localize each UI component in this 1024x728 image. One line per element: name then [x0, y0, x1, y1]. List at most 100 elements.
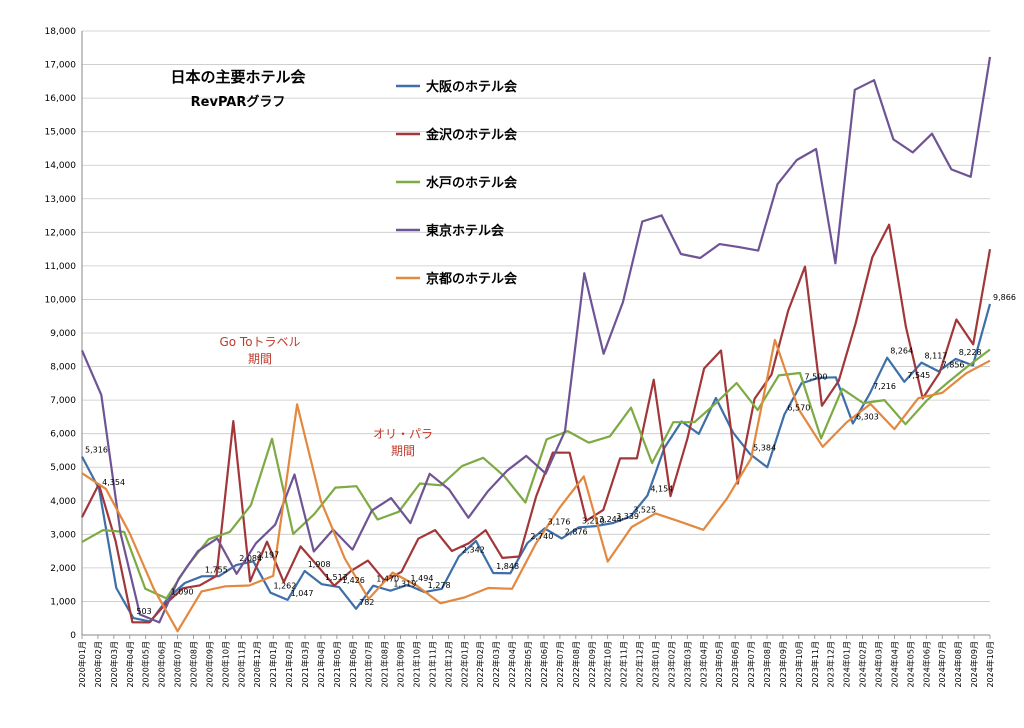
data-label: 6,303: [856, 412, 879, 421]
data-label: 1,262: [273, 582, 296, 591]
x-tick-label: 2020年03月: [109, 641, 119, 688]
data-label: 7,545: [907, 371, 930, 380]
x-tick-label: 2024年04月: [889, 641, 899, 688]
chart-title: 日本の主要ホテル会: [170, 68, 305, 86]
x-tick-label: 2021年10月: [412, 641, 422, 688]
x-tick-label: 2024年03月: [873, 641, 883, 688]
y-tick-label: 6,000: [50, 430, 76, 440]
data-label: 503: [136, 607, 151, 616]
x-tick-label: 2021年01月: [268, 641, 278, 688]
data-label: 2,197: [256, 550, 279, 559]
series-lines: [80, 56, 992, 633]
x-tick-label: 2020年11月: [236, 641, 246, 688]
data-label: 2,740: [530, 532, 553, 541]
x-tick-label: 2024年06月: [921, 641, 931, 688]
x-tick-label: 2023年08月: [762, 641, 772, 688]
y-tick-label: 5,000: [50, 463, 76, 473]
x-tick-label: 2024年10月: [985, 641, 995, 688]
series-line-2: [81, 348, 991, 600]
data-label: 1,470: [376, 575, 399, 584]
chart-subtitle: RevPARグラフ: [191, 94, 286, 110]
x-tick-label: 2020年07月: [173, 641, 183, 688]
y-tick-label: 4,000: [50, 497, 76, 507]
x-tick-label: 2021年05月: [332, 641, 342, 688]
x-tick-label: 2023年05月: [714, 641, 724, 688]
data-label: 7,856: [942, 360, 965, 369]
x-tick-label: 2020年12月: [252, 641, 262, 688]
y-tick-label: 3,000: [50, 530, 76, 540]
data-label: 4,154: [650, 485, 673, 494]
x-tick-label: 2023年12月: [826, 641, 836, 688]
data-label: 3,176: [548, 517, 571, 526]
x-tick-label: 2022年10月: [603, 641, 613, 688]
data-label: 5,384: [753, 443, 776, 452]
y-tick-label: 2,000: [50, 564, 76, 574]
data-label: 8,117: [924, 352, 947, 361]
data-label: 3,525: [633, 506, 656, 515]
x-axis: 2020年01月 2020年02月 2020年03月 2020年04月 2020年05月…: [77, 635, 995, 688]
data-label: 1,513: [325, 573, 348, 582]
y-tick-label: 17,000: [45, 61, 77, 71]
data-label: 2,084: [239, 554, 262, 563]
x-tick-label: 2023年09月: [778, 641, 788, 688]
y-axis: 0 1,000 2,000 3,000 4,000 5,000 6,000 7,000 8,00…: [45, 27, 990, 641]
x-tick-label: 2020年09月: [204, 641, 214, 688]
x-tick-label: 2021年12月: [443, 641, 453, 688]
x-tick-label: 2023年07月: [746, 641, 756, 688]
y-tick-label: 16,000: [45, 94, 77, 104]
x-tick-label: 2020年01月: [77, 641, 87, 688]
x-tick-label: 2024年08月: [953, 641, 963, 688]
x-tick-label: 2021年08月: [380, 641, 390, 688]
x-tick-label: 2022年12月: [635, 641, 645, 688]
x-tick-label: 2022年05月: [523, 641, 533, 688]
y-tick-label: 9,000: [50, 329, 76, 339]
x-tick-label: 2023年02月: [666, 641, 676, 688]
series-line-4: [81, 338, 991, 633]
y-tick-label: 0: [70, 631, 76, 641]
y-tick-label: 15,000: [45, 128, 77, 138]
y-tick-label: 10,000: [45, 295, 77, 305]
data-label: 7,500: [805, 372, 828, 381]
legend-label: 京都のホテル会: [426, 271, 518, 287]
data-label: 3,244: [599, 515, 622, 524]
x-tick-label: 2021年07月: [364, 641, 374, 688]
data-label: 8,264: [890, 347, 913, 356]
x-tick-label: 2021年06月: [348, 641, 358, 688]
y-tick-label: 13,000: [45, 195, 77, 205]
x-tick-label: 2020年06月: [157, 641, 167, 688]
x-tick-label: 2022年02月: [475, 641, 485, 688]
annotation-label: オリ・パラ: [373, 427, 433, 441]
x-tick-label: 2024年05月: [905, 641, 915, 688]
x-tick-label: 2023年03月: [682, 641, 692, 688]
x-tick-label: 2022年06月: [539, 641, 549, 688]
y-tick-label: 8,000: [50, 363, 76, 373]
data-label: 5,316: [85, 446, 108, 455]
legend-label: 大阪のホテル会: [426, 79, 518, 95]
data-label: 1,047: [291, 589, 314, 598]
y-tick-label: 11,000: [45, 262, 77, 272]
x-tick-label: 2023年11月: [810, 641, 820, 688]
x-tick-label: 2022年04月: [507, 641, 517, 688]
data-label: 1,848: [496, 562, 519, 571]
annotation-label: Go Toトラベル: [219, 335, 300, 349]
y-tick-label: 1,000: [50, 597, 76, 607]
data-label: 1,426: [342, 576, 365, 585]
y-tick-label: 12,000: [45, 228, 77, 238]
x-tick-label: 2024年02月: [858, 641, 868, 688]
legend-label: 水戸のホテル会: [426, 175, 518, 191]
x-tick-label: 2022年01月: [459, 641, 469, 688]
series-line-1: [81, 223, 992, 624]
y-tick-label: 14,000: [45, 161, 77, 171]
x-tick-label: 2022年03月: [491, 641, 501, 688]
x-tick-label: 2024年09月: [969, 641, 979, 688]
x-tick-label: 2022年09月: [587, 641, 597, 688]
data-label: 3,339: [616, 512, 639, 521]
legend-label: 東京ホテル会: [426, 223, 505, 239]
data-label: 2,342: [462, 545, 485, 554]
x-tick-label: 2020年08月: [189, 641, 199, 688]
x-tick-label: 2020年10月: [220, 641, 230, 688]
data-label: 3,210: [582, 516, 605, 525]
